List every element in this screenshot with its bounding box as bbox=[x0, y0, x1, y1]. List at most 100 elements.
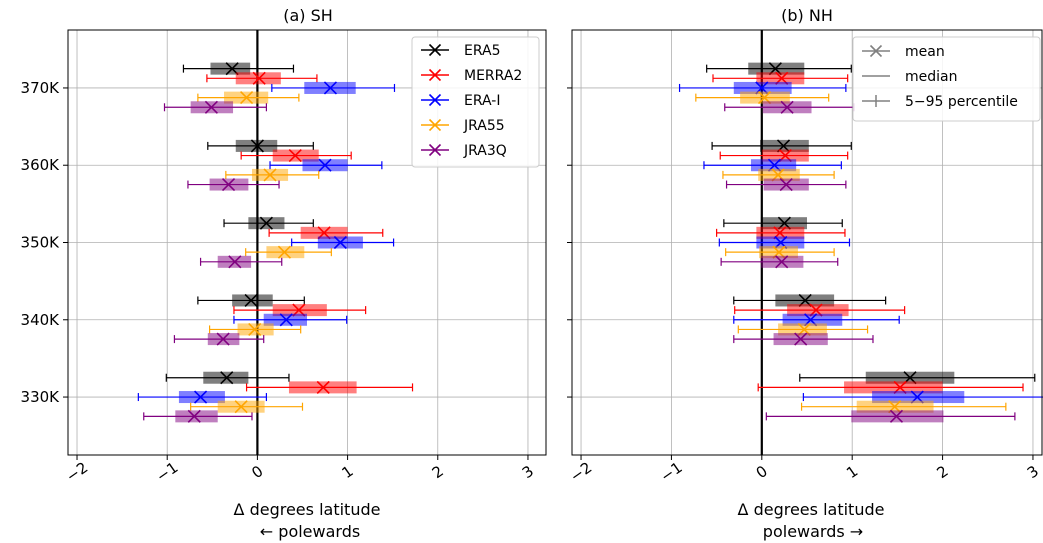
legend-item: mean bbox=[862, 44, 945, 60]
data-point bbox=[765, 409, 1016, 423]
mean-marker bbox=[279, 313, 293, 327]
x-axis-label-line2: polewards → bbox=[763, 522, 863, 541]
series-era5 bbox=[706, 62, 1036, 385]
data-point bbox=[137, 390, 268, 404]
data-point bbox=[800, 400, 1007, 414]
legend-marker bbox=[428, 93, 442, 107]
series-jra3q bbox=[143, 100, 283, 423]
legend-label: mean bbox=[905, 44, 945, 60]
data-point bbox=[799, 371, 1036, 385]
data-point bbox=[190, 400, 304, 414]
legend-label: JRA3Q bbox=[463, 143, 507, 159]
legend-label: JRA55 bbox=[463, 118, 505, 134]
mean-marker bbox=[318, 158, 332, 172]
mean-marker bbox=[333, 235, 347, 250]
data-point bbox=[173, 332, 265, 346]
legend-box bbox=[411, 36, 540, 168]
data-point bbox=[712, 71, 849, 85]
series-era-i bbox=[137, 81, 396, 404]
data-point bbox=[163, 100, 268, 114]
series-jra3q bbox=[720, 100, 1016, 423]
y-tick-label: 370K bbox=[21, 79, 61, 97]
data-point bbox=[197, 293, 305, 308]
data-point bbox=[233, 313, 348, 327]
mean-marker bbox=[248, 322, 262, 336]
legend-marker bbox=[869, 44, 883, 58]
legend-marker bbox=[428, 143, 442, 157]
series-era5 bbox=[165, 62, 314, 385]
mean-marker bbox=[316, 380, 330, 394]
data-point bbox=[208, 322, 302, 336]
panel-title: (a) SH bbox=[283, 6, 333, 25]
mean-marker bbox=[187, 409, 201, 423]
data-point bbox=[206, 71, 318, 85]
series-jra55 bbox=[695, 91, 1007, 414]
data-point bbox=[802, 390, 1043, 404]
mean-marker bbox=[204, 100, 218, 114]
data-point bbox=[207, 139, 314, 153]
mean-marker bbox=[288, 149, 302, 163]
mean-marker bbox=[221, 177, 236, 192]
panel-nh: (b) NH −2 −1 0 1 2 3 Δ degrees latitude polew… bbox=[567, 6, 1043, 541]
mean-marker bbox=[775, 255, 789, 269]
data-point bbox=[223, 216, 314, 230]
data-point bbox=[269, 158, 383, 172]
data-point bbox=[143, 409, 253, 423]
data-point bbox=[197, 91, 300, 105]
mean-marker bbox=[259, 216, 273, 230]
series-jra55 bbox=[190, 91, 332, 414]
legend-marker bbox=[428, 118, 442, 132]
legend-item: ERA-I bbox=[421, 93, 500, 109]
legend-item: median bbox=[862, 69, 957, 85]
y-tick-label: 340K bbox=[21, 311, 61, 329]
data-point bbox=[725, 177, 847, 192]
mean-marker bbox=[194, 390, 208, 404]
data-point bbox=[187, 177, 280, 192]
mean-marker bbox=[228, 255, 242, 269]
plot-marks bbox=[678, 30, 1043, 455]
data-point bbox=[724, 100, 855, 114]
y-tick-label: 350K bbox=[21, 234, 61, 252]
legend-marker bbox=[428, 68, 442, 82]
panel-title: (b) NH bbox=[781, 6, 833, 25]
legend-label: ERA5 bbox=[464, 43, 501, 59]
data-point bbox=[165, 371, 290, 385]
mean-marker bbox=[889, 409, 904, 423]
data-point bbox=[737, 322, 869, 336]
mean-marker bbox=[277, 245, 292, 259]
legend-item: MERRA2 bbox=[421, 68, 522, 84]
legend-label: median bbox=[905, 69, 957, 85]
y-tick-label: 360K bbox=[21, 156, 61, 174]
mean-marker bbox=[250, 139, 264, 153]
series-merra2 bbox=[206, 71, 414, 394]
legend-marker bbox=[428, 43, 442, 57]
mean-marker bbox=[323, 81, 338, 95]
mean-marker bbox=[240, 91, 254, 105]
y-tick-label: 330K bbox=[21, 388, 61, 406]
data-point bbox=[291, 235, 395, 250]
data-point bbox=[733, 293, 887, 308]
legend-label: ERA-I bbox=[464, 93, 500, 109]
series-merra2 bbox=[712, 71, 1024, 394]
data-point bbox=[720, 255, 839, 269]
data-point bbox=[240, 149, 352, 163]
legend: mean median 5−95 percentile bbox=[852, 36, 1041, 122]
data-point bbox=[182, 62, 295, 76]
x-axis-label-line1: Δ degrees latitude bbox=[234, 500, 381, 519]
data-point bbox=[245, 380, 414, 394]
data-point bbox=[706, 62, 852, 76]
mean-marker bbox=[794, 332, 808, 346]
mean-marker bbox=[263, 168, 277, 182]
data-point bbox=[723, 216, 843, 230]
mean-marker bbox=[234, 400, 248, 414]
mean-marker bbox=[779, 177, 793, 192]
x-axis-label-line2: ← polewards bbox=[260, 522, 360, 541]
mean-marker bbox=[780, 100, 794, 114]
x-axis-label-line1: Δ degrees latitude bbox=[738, 500, 885, 519]
data-point bbox=[233, 303, 367, 317]
legend: ERA5 MERRA2 ERA-I JRA55 JRA3Q bbox=[411, 36, 540, 168]
data-point bbox=[695, 91, 830, 105]
data-point bbox=[733, 332, 874, 346]
legend-box bbox=[852, 36, 1041, 122]
